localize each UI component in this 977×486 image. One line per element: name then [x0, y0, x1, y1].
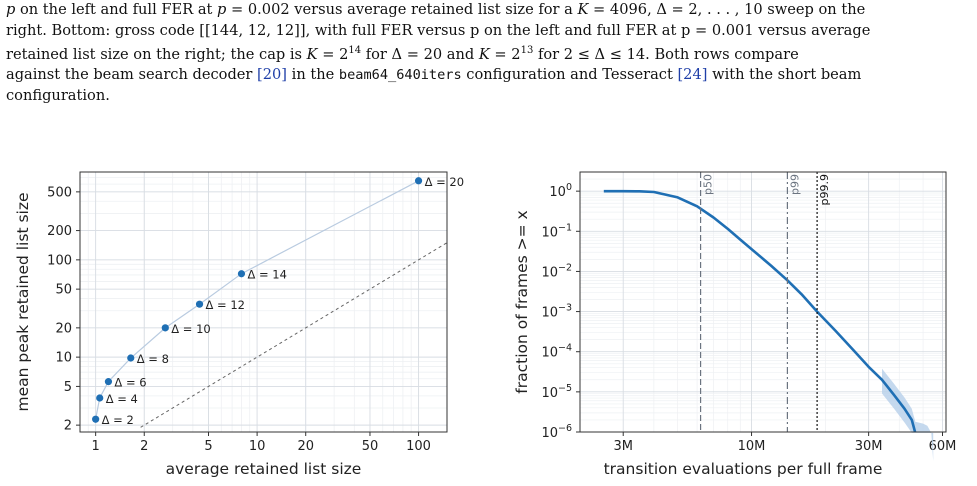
- y-tick-label: 50: [55, 283, 72, 298]
- percentile-label: p50: [702, 174, 715, 195]
- x-tick-label: 30M: [855, 439, 883, 454]
- data-point: [195, 300, 204, 308]
- y-tick-label: 2: [64, 419, 72, 434]
- y-tick-label: 10: [55, 351, 72, 366]
- x-tick-label: 20: [297, 439, 314, 454]
- caption-line-3: retained list size on the right; the cap…: [6, 45, 799, 63]
- y-tick-label: 10−4: [541, 343, 572, 361]
- x-tick-label: 60M: [929, 439, 957, 454]
- y-tick-label: 10−6: [541, 423, 572, 441]
- config-code: beam64_640iters: [338, 67, 462, 84]
- data-point: [104, 378, 113, 386]
- point-label: Δ = 12: [206, 298, 245, 312]
- y-tick-label: 500: [47, 185, 72, 200]
- y-tick-label: 5: [64, 380, 72, 395]
- x-axis-label: transition evaluations per full frame: [604, 460, 883, 478]
- plot-frame: [579, 171, 947, 433]
- data-point: [237, 270, 246, 278]
- x-tick-label: 1: [92, 439, 100, 454]
- x-tick-label: 10: [249, 439, 266, 454]
- y-tick-label: 100: [47, 253, 72, 268]
- caption-line-2: right. Bottom: gross code [[144, 12, 12]…: [6, 21, 871, 39]
- caption-line-5: configuration.: [6, 86, 110, 104]
- y-tick-label: 10−2: [541, 262, 572, 280]
- caption-line-1: p on the left and full FER at p = 0.002 …: [6, 1, 866, 18]
- citation-link[interactable]: [20]: [257, 66, 288, 84]
- data-point: [161, 324, 169, 332]
- y-tick-label: 100: [549, 182, 572, 200]
- y-tick-label: 10−5: [541, 383, 572, 401]
- point-label: Δ = 14: [247, 268, 286, 282]
- y-axis-label: mean peak retained list size: [14, 193, 32, 412]
- x-tick-label: 100: [406, 439, 431, 454]
- percentile-label: p99: [788, 174, 801, 195]
- data-point: [414, 177, 423, 185]
- point-label: Δ = 6: [114, 376, 146, 390]
- figure-caption: p on the left and full FER at p = 0.002 …: [6, 0, 972, 106]
- point-label: Δ = 2: [102, 413, 134, 427]
- data-point: [92, 415, 100, 423]
- percentile-label: p99.9: [818, 174, 831, 205]
- y-tick-label: 200: [47, 224, 72, 239]
- x-tick-label: 2: [140, 439, 148, 454]
- y-tick-label: 20: [55, 321, 72, 336]
- left-chart: 1 2 5 10 20 50 100 2 5 10 20 50 100 200 500 Δ = 2 Δ = 4 Δ…: [14, 171, 464, 478]
- right-chart: 100 10−1 10−2 10−3 10−4 10−5 10−6 3M 10M 30M 60M p5…: [513, 171, 957, 478]
- x-tick-label: 5: [204, 439, 212, 454]
- data-point: [127, 354, 135, 362]
- x-axis-label: average retained list size: [166, 460, 362, 478]
- point-label: Δ = 8: [137, 352, 169, 366]
- y-axis-label: fraction of frames >= x: [513, 210, 531, 393]
- point-label: Δ = 20: [425, 175, 464, 189]
- y-tick-label: 10−3: [541, 303, 572, 321]
- y-tick-label: 10−1: [541, 222, 572, 240]
- data-point: [96, 394, 104, 402]
- point-label: Δ = 10: [171, 322, 210, 336]
- x-tick-label: 10M: [738, 439, 766, 454]
- point-label: Δ = 4: [106, 392, 138, 406]
- x-tick-label: 3M: [613, 439, 633, 454]
- survival-curve: [603, 189, 918, 432]
- plot-frame: [79, 171, 448, 433]
- citation-link[interactable]: [24]: [677, 66, 708, 84]
- caption-line-4: against the beam search decoder [20] in …: [6, 66, 862, 84]
- x-tick-label: 50: [362, 439, 379, 454]
